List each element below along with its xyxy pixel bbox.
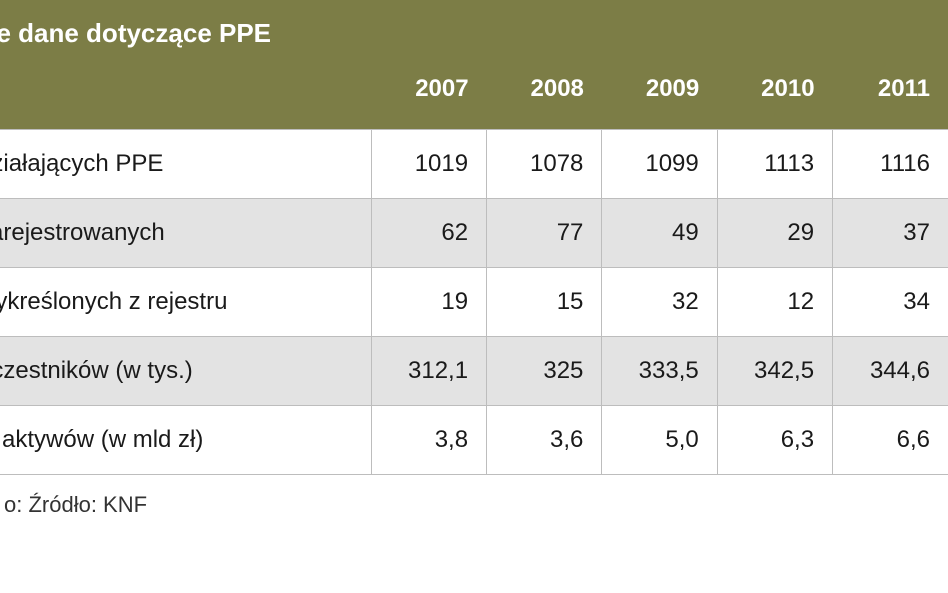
col-header-2007: 2007 <box>371 57 486 130</box>
row-label: a działających PPE <box>0 130 371 199</box>
cell: 3,8 <box>371 406 486 475</box>
cell: 1099 <box>602 130 717 199</box>
row-label: ość aktywów (w mld zł) <box>0 406 371 475</box>
table-row: ość aktywów (w mld zł) 3,8 3,6 5,0 6,3 6… <box>0 406 948 475</box>
table-row: a uczestników (w tys.) 312,1 325 333,5 3… <box>0 337 948 406</box>
cell: 1019 <box>371 130 486 199</box>
cell: 37 <box>833 199 948 268</box>
row-label: a uczestników (w tys.) <box>0 337 371 406</box>
cell: 29 <box>717 199 832 268</box>
col-header-2008: 2008 <box>487 57 602 130</box>
cell: 1116 <box>833 130 948 199</box>
cell: 12 <box>717 268 832 337</box>
cell: 344,6 <box>833 337 948 406</box>
table-row: a wykreślonych z rejestru 19 15 32 12 34 <box>0 268 948 337</box>
cell: 77 <box>487 199 602 268</box>
table-row: a zarejestrowanych 62 77 49 29 37 <box>0 199 948 268</box>
cell: 49 <box>602 199 717 268</box>
row-label: a wykreślonych z rejestru <box>0 268 371 337</box>
cell: 32 <box>602 268 717 337</box>
cell: 34 <box>833 268 948 337</box>
cell: 62 <box>371 199 486 268</box>
row-label: a zarejestrowanych <box>0 199 371 268</box>
cell: 342,5 <box>717 337 832 406</box>
cell: 3,6 <box>487 406 602 475</box>
source-line: o: Źródło: KNF <box>0 492 147 518</box>
cell: 15 <box>487 268 602 337</box>
ppe-data-table: rane dane dotyczące PPE 2007 2008 2009 2… <box>0 0 948 475</box>
cell: 325 <box>487 337 602 406</box>
cell: 5,0 <box>602 406 717 475</box>
col-header-2010: 2010 <box>717 57 832 130</box>
table-title: rane dane dotyczące PPE <box>0 0 948 57</box>
viewport: rane dane dotyczące PPE 2007 2008 2009 2… <box>0 0 948 593</box>
cell: 312,1 <box>371 337 486 406</box>
cell: 6,6 <box>833 406 948 475</box>
cell: 333,5 <box>602 337 717 406</box>
header-blank <box>0 57 371 130</box>
table-container: rane dane dotyczące PPE 2007 2008 2009 2… <box>0 0 948 475</box>
col-header-2011: 2011 <box>833 57 948 130</box>
cell: 6,3 <box>717 406 832 475</box>
cell: 1078 <box>487 130 602 199</box>
table-row: a działających PPE 1019 1078 1099 1113 1… <box>0 130 948 199</box>
cell: 19 <box>371 268 486 337</box>
col-header-2009: 2009 <box>602 57 717 130</box>
cell: 1113 <box>717 130 832 199</box>
